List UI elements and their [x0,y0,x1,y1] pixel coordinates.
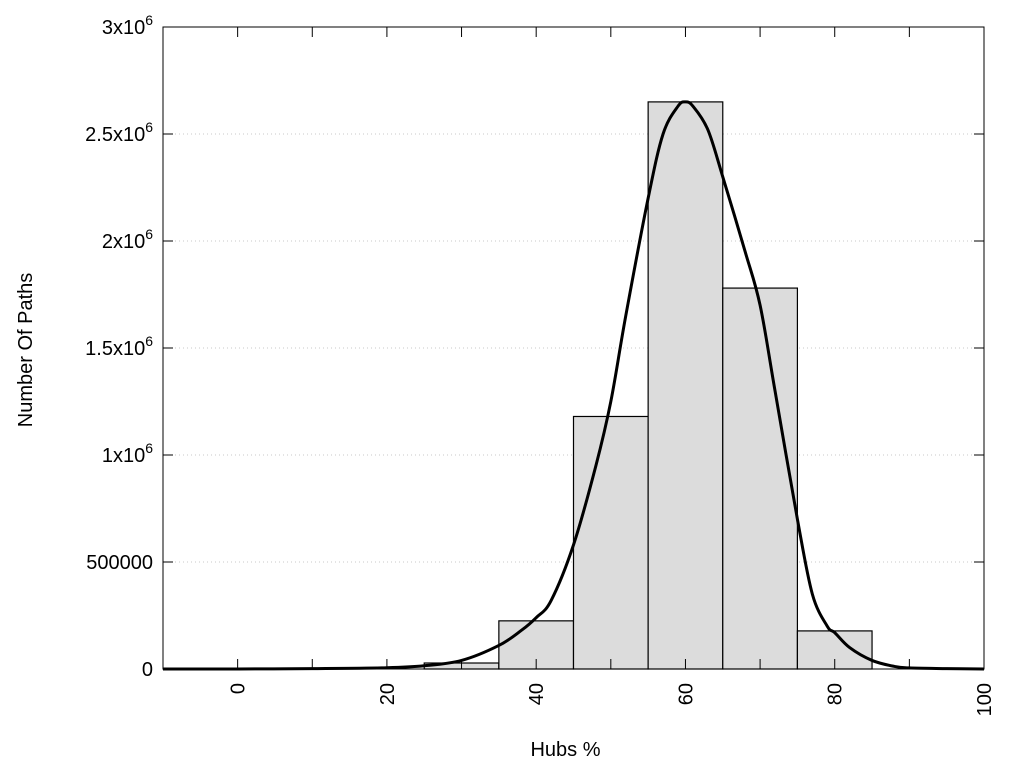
x-axis-title: Hubs % [530,739,600,761]
y-tick-label-5: 2.5x106 [85,119,153,146]
y-tick-label-3: 1.5x106 [85,333,153,360]
x-tick-label-4: 80 [825,683,847,705]
density-curve [162,100,985,671]
histogram-bar-4 [722,287,799,670]
histogram-bar-3 [647,101,724,670]
x-tick-label-1: 20 [377,683,399,705]
histogram-bars [423,101,873,670]
x-tick-label-0: 0 [228,683,250,694]
y-tick-label-1: 500000 [86,552,153,574]
axis-ticks [163,26,985,670]
x-tick-label-3: 60 [675,683,697,705]
y-tick-label-0: 0 [142,659,153,681]
y-tick-label-4: 2x106 [102,226,153,253]
histogram-bar-2 [572,415,649,670]
y-tick-label-2: 1x106 [102,440,153,467]
grid-lines [163,133,984,563]
tick-labels: 0 20 40 60 80 100 0 500000 1x106 1.5x106 2x106 2.5x… [85,12,996,716]
y-axis-title: Number Of Paths [15,273,37,428]
density-curve-layer [162,100,985,671]
x-tick-label-2: 40 [526,683,548,705]
x-tick-label-5: 100 [974,683,996,716]
y-tick-label-6: 3x106 [102,12,153,39]
